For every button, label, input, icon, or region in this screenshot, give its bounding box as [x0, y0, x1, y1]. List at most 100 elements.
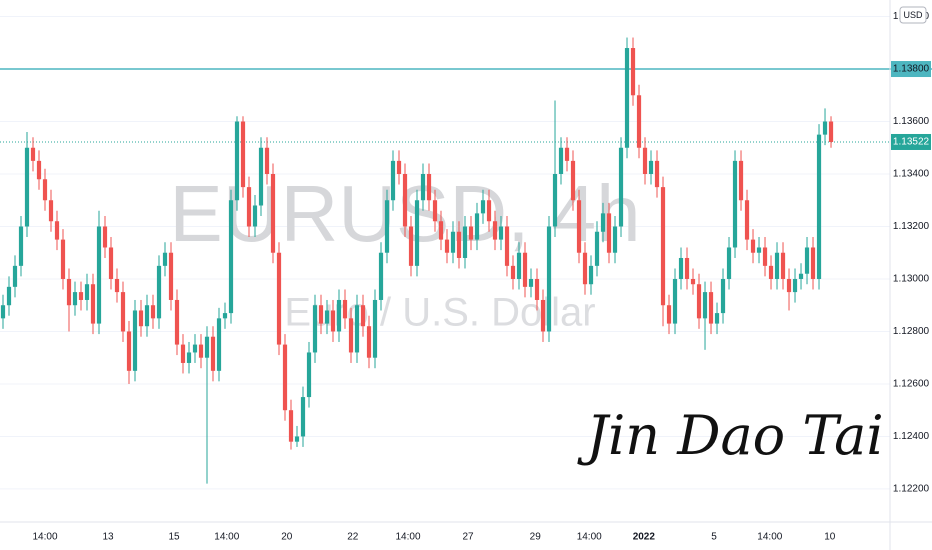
x-tick-label: 20 [281, 532, 293, 543]
candle-body [60, 239, 66, 279]
candle-body [324, 310, 330, 324]
candle-body [648, 160, 654, 174]
candle-body [786, 278, 792, 293]
candle-body [444, 239, 450, 253]
candle-body [816, 134, 822, 279]
candle-body [120, 292, 126, 332]
candle-body [774, 252, 780, 279]
candle-body [360, 305, 366, 327]
candle-body [516, 252, 522, 279]
candle-body [780, 252, 786, 279]
last-price-bg [891, 133, 931, 150]
candle-body [540, 299, 546, 332]
candle-body [270, 174, 276, 253]
candle-body [462, 226, 468, 258]
candle-body [468, 226, 474, 240]
candle-body [750, 239, 756, 253]
candle-body [132, 310, 138, 371]
candle-body [654, 160, 660, 188]
candle-body [252, 205, 258, 227]
candle-body [696, 284, 702, 319]
candle-body [810, 247, 816, 279]
candle-body [198, 344, 204, 358]
x-tick-label: 14:00 [757, 532, 782, 543]
candle-body [258, 147, 264, 206]
candle-body [726, 247, 732, 279]
candle-body [162, 252, 168, 266]
candle-body [642, 147, 648, 174]
currency-label[interactable]: USD [903, 10, 923, 20]
candle-body [36, 160, 42, 180]
y-tick-label: 1.12400 [893, 431, 930, 442]
candle-body [150, 305, 156, 319]
x-tick-label: 22 [347, 532, 359, 543]
candle-body [228, 200, 234, 314]
candle-body [558, 147, 564, 174]
candle-body [54, 221, 60, 240]
candle-body [498, 226, 504, 240]
candle-body [426, 174, 432, 201]
candle-body [672, 278, 678, 324]
candle-body [636, 95, 642, 148]
x-tick-label: 2022 [633, 532, 656, 543]
candle-body [678, 257, 684, 279]
signature: Jin Dao Tai [576, 404, 883, 467]
candle-body [618, 147, 624, 227]
candle-body [408, 226, 414, 266]
candle-body [552, 174, 558, 227]
candle-body [18, 226, 24, 266]
candle-body [714, 313, 720, 324]
candle-body [798, 273, 804, 279]
candle-body [330, 310, 336, 332]
candle-body [720, 278, 726, 314]
x-tick-label: 27 [462, 532, 474, 543]
candle-body [24, 147, 30, 227]
candle-body [594, 231, 600, 266]
candle-body [744, 200, 750, 240]
candle-body [534, 278, 540, 300]
candle-body [84, 284, 90, 300]
candle-body [72, 292, 78, 306]
y-tick-label: 1.12600 [893, 379, 930, 390]
candle-body [114, 278, 120, 293]
x-tick-label: 14:00 [395, 532, 420, 543]
candle-body [96, 226, 102, 324]
candle-body [390, 160, 396, 201]
candle-body [384, 200, 390, 253]
candle-body [600, 213, 606, 232]
candle-body [264, 147, 270, 174]
candle-body [312, 305, 318, 353]
candle-body [210, 336, 216, 371]
candle-body [612, 226, 618, 253]
candle-body [174, 299, 180, 345]
candle-body [246, 187, 252, 227]
candle-body [402, 174, 408, 227]
candle-body [684, 257, 690, 279]
candle-body [606, 213, 612, 253]
candle-body [414, 200, 420, 266]
candle-body [12, 265, 18, 287]
y-tick-label: 1.13200 [893, 221, 930, 232]
candle-body [30, 147, 36, 161]
candle-body [126, 331, 132, 371]
candle-body [168, 252, 174, 300]
candle-body [450, 231, 456, 253]
candle-body [738, 160, 744, 201]
currency-badge[interactable] [899, 6, 927, 24]
candle-body [42, 179, 48, 201]
candle-body [792, 278, 798, 293]
candle-body [702, 292, 708, 319]
x-tick-label: 14:00 [32, 532, 57, 543]
candle-body [138, 310, 144, 327]
candle-body [804, 247, 810, 274]
candle-body [90, 284, 96, 324]
candle-body [708, 292, 714, 324]
candle-body [156, 265, 162, 319]
y-tick-label: 1.13000 [893, 274, 930, 285]
candle-body [366, 326, 372, 358]
x-tick-label: 14:00 [577, 532, 602, 543]
candle-body [180, 344, 186, 363]
candle-body [78, 292, 84, 300]
